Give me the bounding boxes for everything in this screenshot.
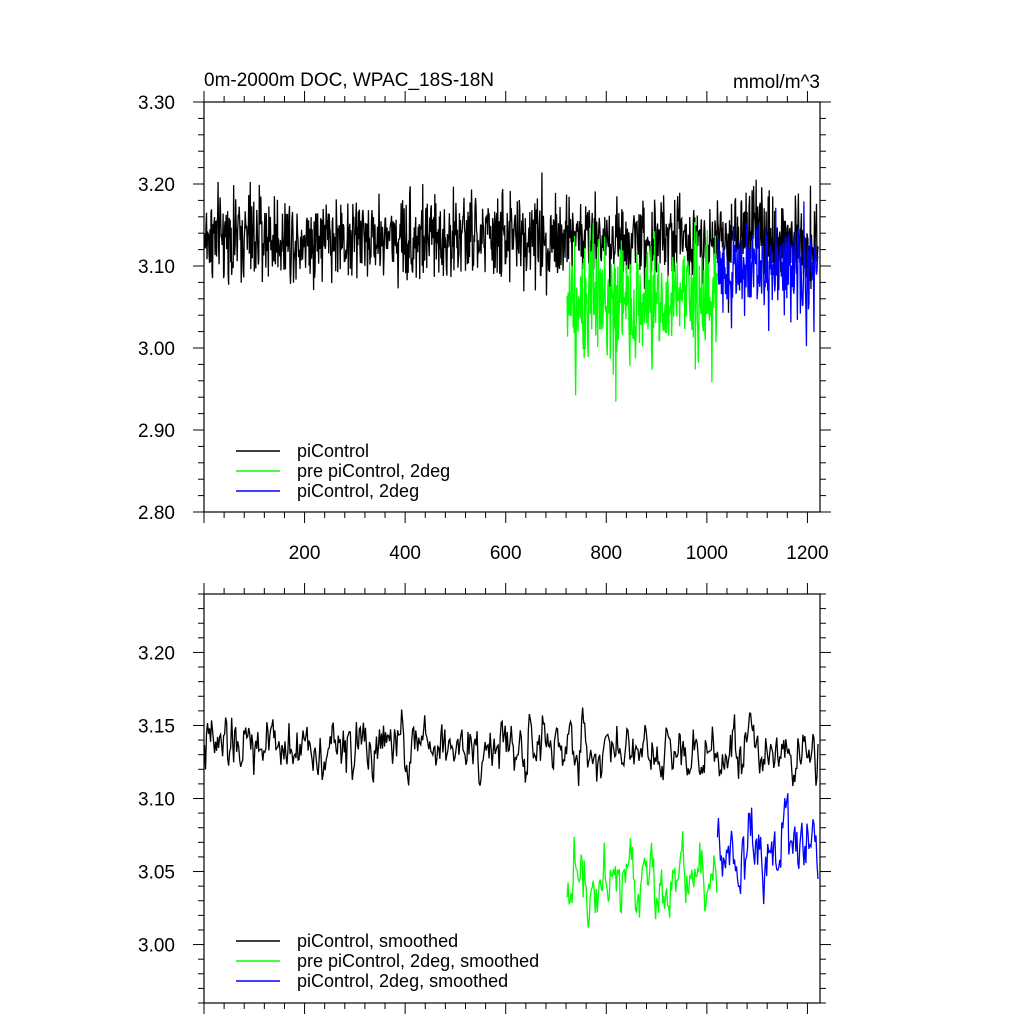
top-x-tick-label: 200 <box>289 543 321 564</box>
top-x-tick-label: 1200 <box>786 543 828 564</box>
bottom-legend-label-0: piControl, smoothed <box>297 931 458 951</box>
bottom-y-tick-label: 3.10 <box>138 790 175 811</box>
top-legend-label-1: pre piControl, 2deg <box>297 461 450 481</box>
top-panel: 2.80 2.90 3.00 3.10 3.20 3.30 200 400 600 800 1000… <box>138 91 831 564</box>
bottom-legend-label-1: pre piControl, 2deg, smoothed <box>297 951 539 971</box>
top-axis-layer: 2.80 2.90 3.00 3.10 3.20 3.30 200 400 600 800 1000… <box>138 91 831 564</box>
top-legend-label-0: piControl <box>297 441 369 461</box>
top-legend-label-2: piControl, 2deg <box>297 481 419 501</box>
chart-units: mmol/m^3 <box>733 72 820 93</box>
bottom-legend-label-2: piControl, 2deg, smoothed <box>297 971 508 991</box>
top-y-tick-label: 3.20 <box>138 175 175 196</box>
bottom-y-tick-label: 3.05 <box>138 863 175 884</box>
bottom-series-layer <box>203 707 819 928</box>
bottom-series-line-1 <box>566 831 718 928</box>
bottom-panel: 3.00 3.05 3.10 3.15 3.20 piControl, smoothed… <box>138 583 831 1014</box>
top-x-tick-label: 1000 <box>686 543 728 564</box>
bottom-axis-layer: 3.00 3.05 3.10 3.15 3.20 <box>138 583 831 1014</box>
top-x-tick-label: 400 <box>389 543 421 564</box>
top-y-tick-label: 2.80 <box>138 503 175 524</box>
top-y-tick-label: 3.00 <box>138 339 175 360</box>
bottom-y-tick-label: 3.00 <box>138 936 175 957</box>
top-x-tick-label: 600 <box>490 543 522 564</box>
top-series-layer <box>203 172 819 402</box>
top-y-tick-label: 2.90 <box>138 421 175 442</box>
top-x-tick-label: 800 <box>590 543 622 564</box>
bottom-y-tick-label: 3.15 <box>138 716 175 737</box>
top-series-line-1 <box>566 221 718 402</box>
bottom-y-tick-label: 3.20 <box>138 643 175 664</box>
bottom-series-line-0 <box>203 707 819 787</box>
chart-title: 0m-2000m DOC, WPAC_18S-18N <box>204 70 494 91</box>
top-y-tick-label: 3.10 <box>138 257 175 278</box>
top-y-tick-label: 3.30 <box>138 93 175 114</box>
top-series-line-2 <box>716 201 819 347</box>
top-plot-frame <box>203 101 821 513</box>
bottom-series-line-2 <box>716 793 819 905</box>
